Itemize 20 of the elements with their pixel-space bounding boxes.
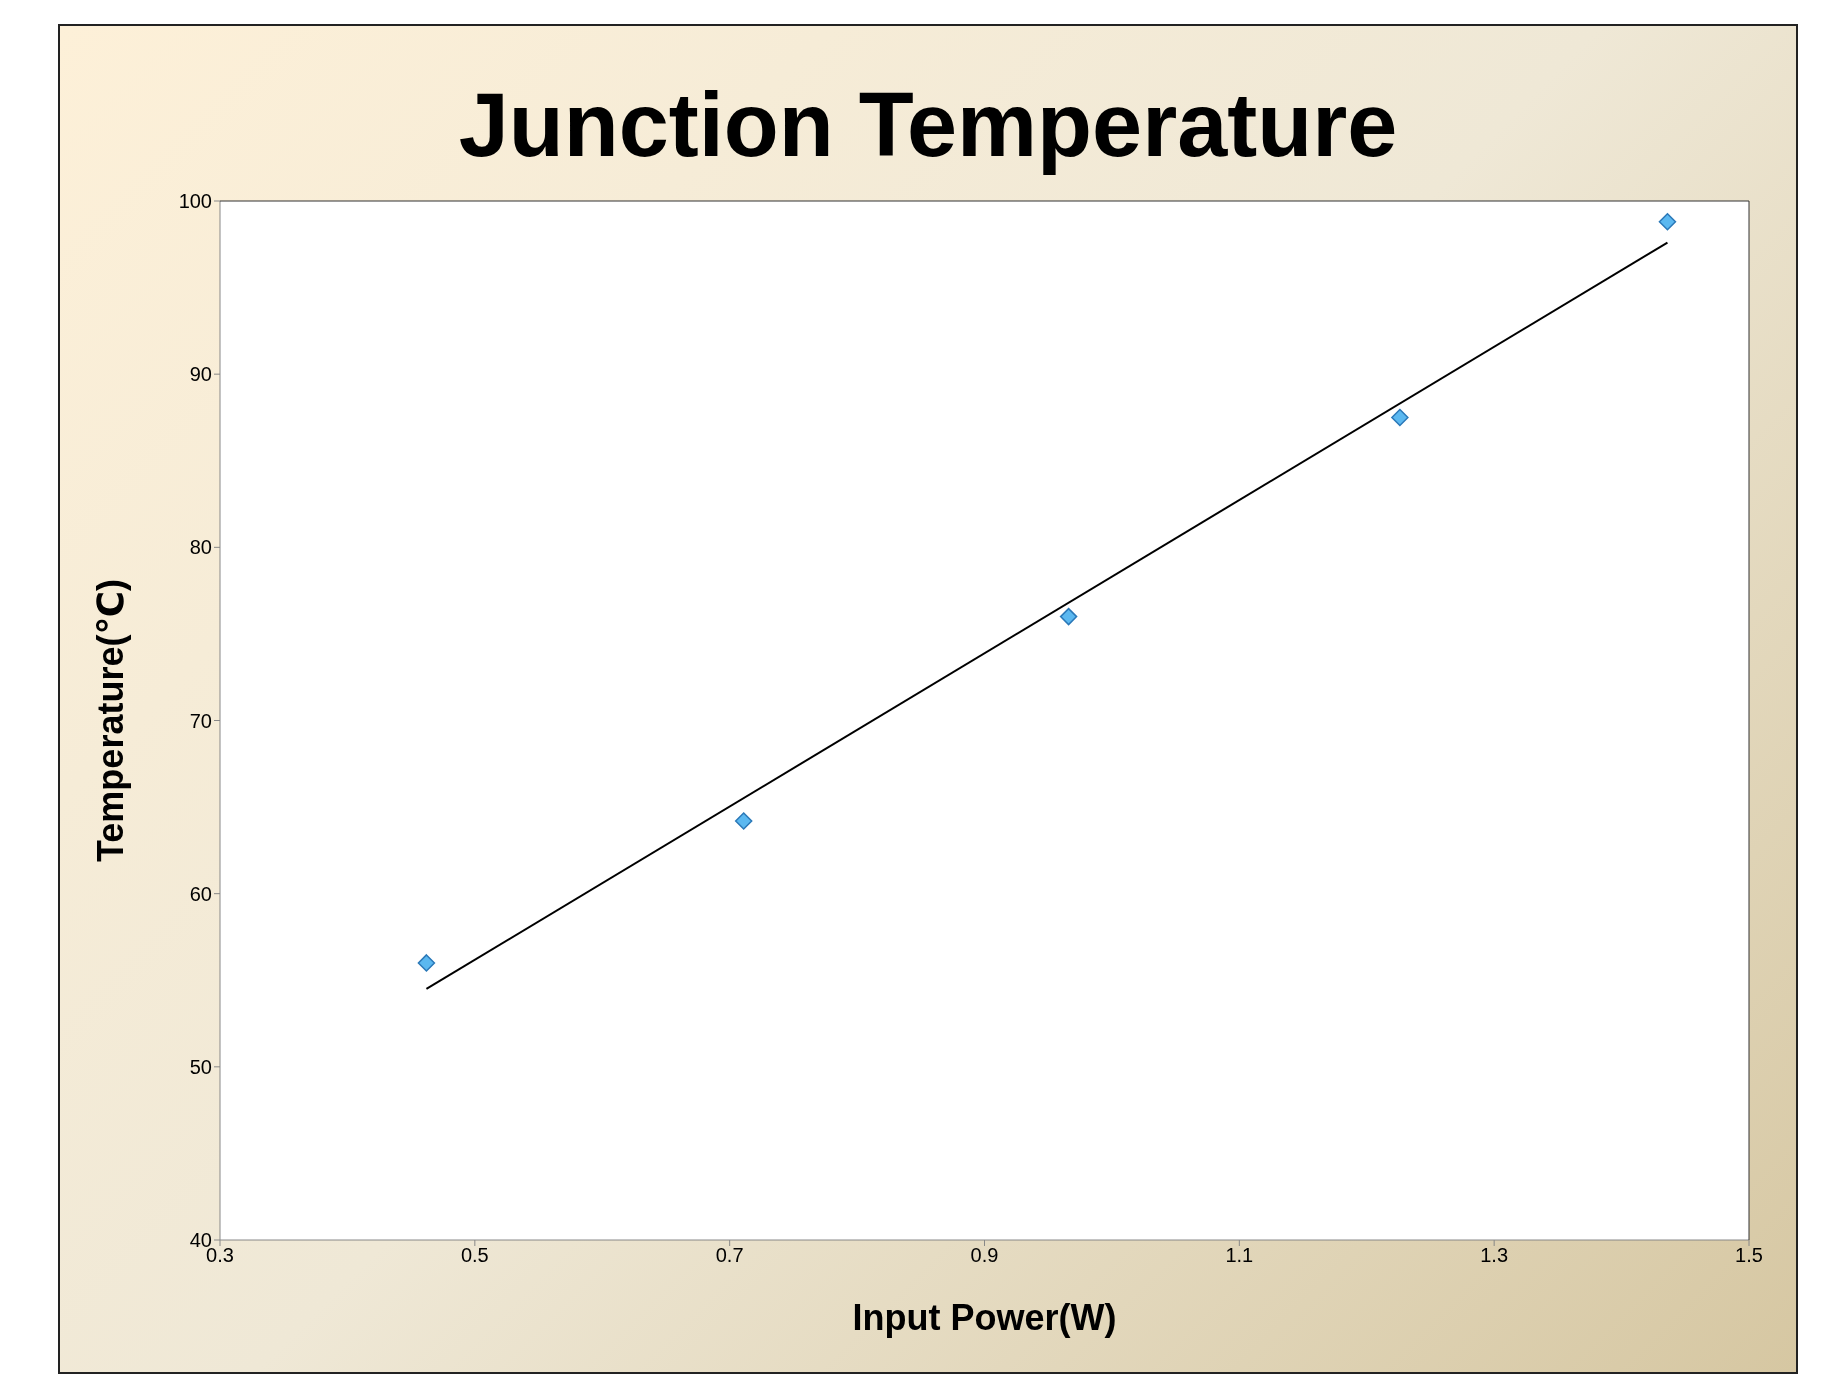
x-tick-label: 0.9 bbox=[970, 1244, 999, 1267]
y-tick-label: 90 bbox=[189, 363, 212, 386]
point bbox=[734, 812, 753, 830]
x-tick-label: 1.5 bbox=[1735, 1244, 1763, 1267]
y-tick-label: 70 bbox=[189, 709, 212, 732]
x-tick-label: 1.3 bbox=[1480, 1244, 1509, 1267]
x-tick-label: 0.7 bbox=[715, 1244, 744, 1267]
y-axis-title: Temperature(℃) bbox=[89, 579, 131, 862]
x-axis-title: Input Power(W) bbox=[852, 1297, 1117, 1338]
point bbox=[417, 954, 436, 972]
x-tick-label: 1.1 bbox=[1225, 1244, 1254, 1267]
y-tick-label: 50 bbox=[189, 1055, 212, 1078]
x-tick-label: 0.5 bbox=[460, 1244, 489, 1267]
point bbox=[1658, 213, 1677, 231]
point bbox=[1059, 607, 1078, 626]
y-tick-label: 80 bbox=[189, 536, 212, 559]
point bbox=[1391, 408, 1409, 427]
y-tick-label: 60 bbox=[189, 882, 212, 905]
chart-title: Junction Temperature bbox=[457, 74, 1399, 177]
y-tick-label: 100 bbox=[178, 190, 212, 213]
